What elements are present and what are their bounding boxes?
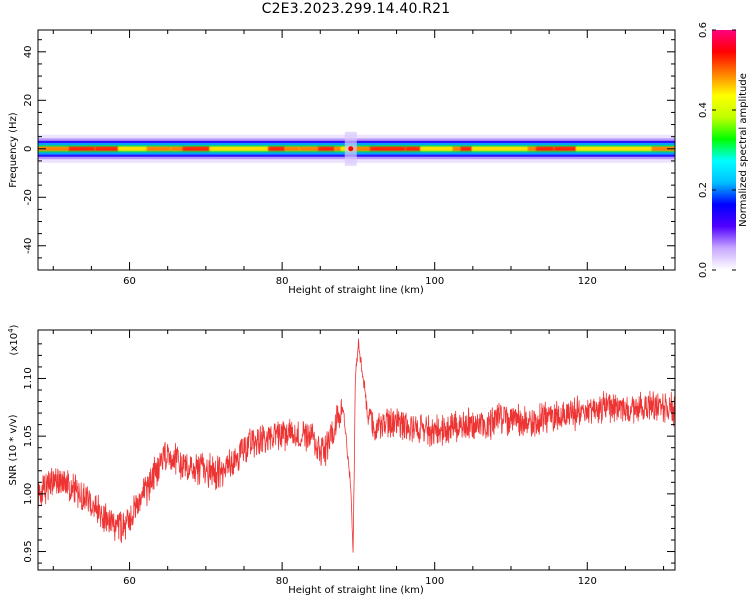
y-tick-label: -20 <box>23 189 34 205</box>
spectrogram-peak-segment <box>94 146 119 151</box>
spectrogram-peak-segment <box>284 146 300 151</box>
snr-scale-label: (x104) <box>7 324 20 355</box>
spectrogram-peak-segment <box>352 146 370 151</box>
chart-title: C2E3.2023.299.14.40.R21 <box>261 1 451 17</box>
y-tick-label: 20 <box>23 94 34 107</box>
snr-series-line <box>38 338 675 553</box>
spectrogram-peak-segment <box>405 146 421 151</box>
x-tick-label: 80 <box>276 276 289 287</box>
snr-frame <box>37 329 676 571</box>
y-tick-label: 0.95 <box>23 540 34 562</box>
snr-y-label: SNR (10 * v/v) <box>8 414 19 485</box>
spectrogram-peak-segment <box>481 146 503 151</box>
spectrogram-band <box>38 131 675 166</box>
spectrogram-peak-segment <box>369 146 406 151</box>
x-tick-label: 120 <box>578 276 597 287</box>
spectrogram-disturbance-peak <box>348 146 354 152</box>
spectrogram-peak-segment <box>268 146 285 151</box>
spectrogram-peak-segment <box>651 146 675 151</box>
colorbar-ticks: 0.0 0.2 0.4 0.6 <box>698 22 736 278</box>
y-tick-label: 1.10 <box>23 367 34 389</box>
colorbar-gradient <box>712 30 736 270</box>
colorbar-tick-label: 0.6 <box>698 22 709 38</box>
colorbar-tick-label: 0.4 <box>698 102 709 118</box>
spectrogram-peak-segment <box>527 146 536 151</box>
snr-scale-close: ) <box>9 324 20 328</box>
y-tick-label: 40 <box>23 45 34 58</box>
spectrogram-peak-segment <box>146 146 171 151</box>
spectrogram-peak-segment <box>471 146 482 151</box>
x-tick-label: 60 <box>123 576 136 587</box>
snr-x-label: Height of straight line (km) <box>288 585 424 596</box>
x-tick-label: 80 <box>276 576 289 587</box>
y-tick-label: -40 <box>23 238 34 254</box>
spectrogram-panel: 60 80 100 120 40 20 0 -20 -40 Height of straight… <box>8 29 676 296</box>
spectrogram-peak-segment <box>317 146 335 151</box>
spectrogram-peak-segment <box>603 146 620 151</box>
spectrogram-peak-segment <box>209 146 246 151</box>
spectrogram-peak-segment <box>245 146 269 151</box>
spectrogram-peak-segment <box>182 146 210 151</box>
snr-plot-area <box>38 330 675 570</box>
snr-scale-exponent: 4 <box>7 328 15 333</box>
spectrogram-peak-segment <box>502 146 528 151</box>
spectrogram-frame <box>37 29 676 271</box>
spectrogram-peak-segment <box>434 146 453 151</box>
spectrogram-y-label: Frequency (Hz) <box>8 112 19 188</box>
spectrogram-peak-segment <box>38 146 69 151</box>
spectrogram-peak-segment <box>68 146 95 151</box>
spectrogram-peak-segment <box>460 146 472 151</box>
x-tick-label: 60 <box>123 276 136 287</box>
spectrogram-peak-segment <box>118 146 147 151</box>
spectrogram-peak-segment <box>553 146 576 151</box>
x-tick-label: 120 <box>578 576 597 587</box>
spectrogram-x-label: Height of straight line (km) <box>288 285 424 296</box>
colorbar: 0.0 0.2 0.4 0.6 Normalized spectral amplitu… <box>698 22 749 278</box>
snr-ticks: 60 80 100 120 0.95 1.00 1.05 1.10 <box>23 330 675 587</box>
spectrogram-peak-segment <box>170 146 183 151</box>
spectrogram-peak-segment <box>420 146 435 151</box>
colorbar-label: Normalized spectral amplitude <box>738 73 749 227</box>
y-tick-label: 0 <box>23 146 34 152</box>
spectrogram-peak-segment <box>619 146 652 151</box>
snr-panel: 60 80 100 120 0.95 1.00 1.05 1.10 Height of str… <box>7 324 676 596</box>
snr-scale-base: (x10 <box>9 333 20 356</box>
colorbar-tick-label: 0.2 <box>698 182 709 198</box>
spectrogram-ticks: 60 80 100 120 40 20 0 -20 -40 <box>23 30 675 287</box>
y-tick-label: 1.00 <box>23 483 34 505</box>
spectrogram-peak-segment <box>452 146 461 151</box>
colorbar-tick-label: 0.0 <box>698 262 709 278</box>
spectrogram-peak-segment <box>575 146 604 151</box>
x-tick-label: 100 <box>425 276 444 287</box>
spectrogram-peak-segment <box>334 146 341 151</box>
spectrogram-peak-segment <box>299 146 318 151</box>
y-tick-label: 1.05 <box>23 425 34 447</box>
x-tick-label: 100 <box>425 576 444 587</box>
spectrogram-peak-segment <box>535 146 554 151</box>
